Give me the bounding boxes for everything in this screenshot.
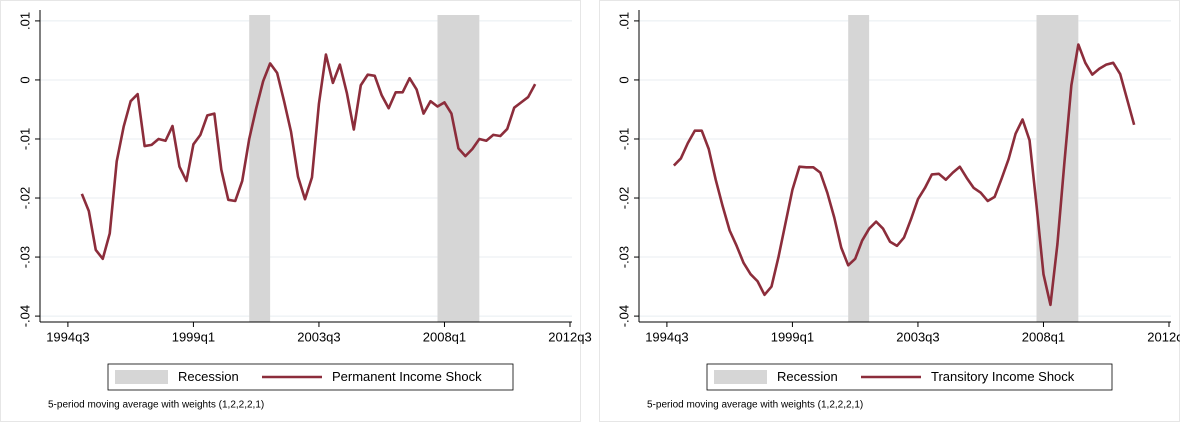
x-tick-label: 1999q1	[771, 329, 814, 344]
y-tick-label: -.04	[616, 305, 631, 327]
recession-band	[437, 15, 480, 322]
series-line	[80, 53, 537, 261]
y-tick-label: .01	[17, 12, 32, 30]
panel-border	[0, 0, 581, 422]
legend-label: Permanent Income Shock	[332, 369, 482, 384]
x-tick-label: 2008q1	[1022, 329, 1065, 344]
panel-border	[599, 0, 1180, 422]
legend-label: Recession	[178, 369, 239, 384]
recession-band	[848, 15, 870, 322]
y-tick-label: -.03	[616, 246, 631, 268]
y-tick-label: 0	[616, 76, 631, 83]
x-tick-label: 1994q3	[645, 329, 688, 344]
y-tick-label: 0	[17, 76, 32, 83]
legend-label: Recession	[777, 369, 838, 384]
x-tick-label: 1999q1	[172, 329, 215, 344]
y-tick-label: -.01	[17, 128, 32, 150]
y-tick-label: -.04	[17, 305, 32, 327]
chart-panel: -.04 -.03 -.02 -.01 0 .01 1994q3 1999q1 2003q3 20…	[0, 0, 592, 422]
x-tick-label: 2012q3	[1147, 329, 1180, 344]
chart-panel: -.04 -.03 -.02 -.01 0 .01 1994q3 1999q1 2003q3 20…	[599, 0, 1180, 422]
recession-band	[249, 15, 271, 322]
y-tick-label: -.02	[616, 187, 631, 209]
y-tick-label: -.02	[17, 187, 32, 209]
chart-note: 5-period moving average with weights (1,…	[48, 400, 264, 411]
legend-label: Transitory Income Shock	[931, 369, 1075, 384]
series-line	[672, 43, 1136, 307]
x-tick-label: 2003q3	[896, 329, 939, 344]
legend-swatch	[115, 370, 168, 384]
y-tick-label: -.03	[17, 246, 32, 268]
legend-swatch	[714, 370, 767, 384]
x-tick-label: 2008q1	[423, 329, 466, 344]
x-tick-label: 1994q3	[46, 329, 89, 344]
x-tick-label: 2003q3	[297, 329, 340, 344]
x-tick-label: 2012q3	[548, 329, 591, 344]
y-tick-label: .01	[616, 12, 631, 30]
y-tick-label: -.01	[616, 128, 631, 150]
chart-note: 5-period moving average with weights (1,…	[647, 400, 863, 411]
